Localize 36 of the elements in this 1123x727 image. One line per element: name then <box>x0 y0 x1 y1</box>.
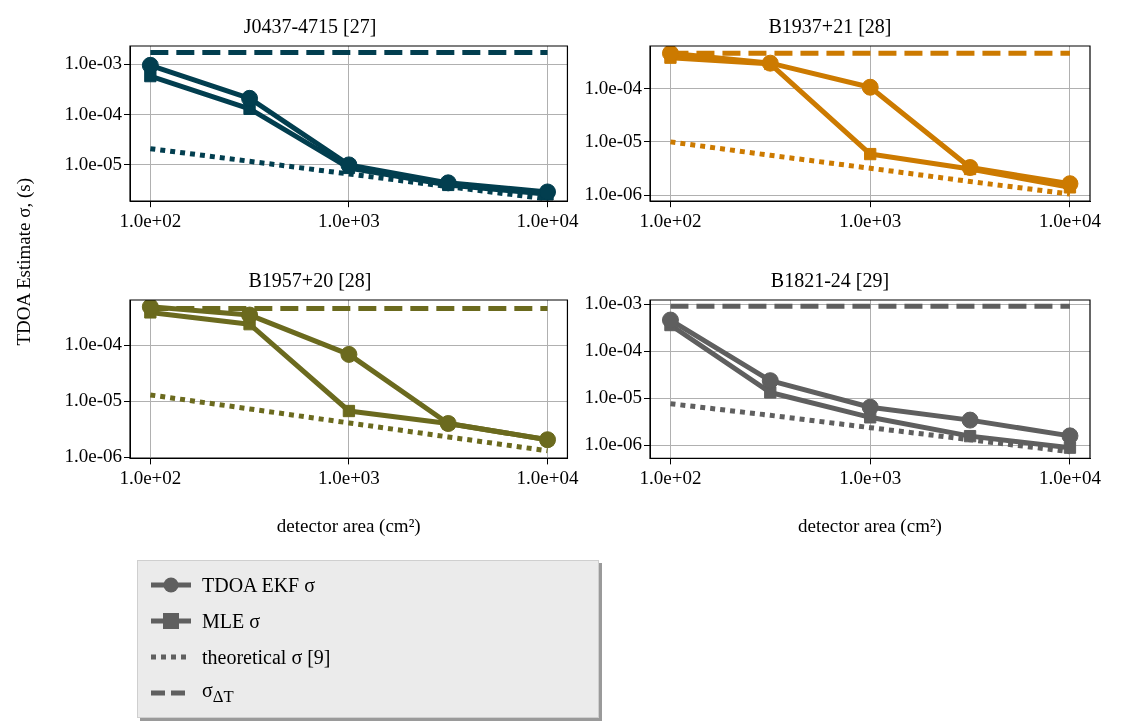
legend-label: σ$_{ΔT}$ <box>202 679 234 707</box>
y-tick-label: 1.0e-03 <box>584 292 642 314</box>
y-tick-label: 1.0e-06 <box>64 445 122 467</box>
x-tick-label: 1.0e+02 <box>639 209 702 231</box>
chart-title: B1957+20 [28] <box>248 269 372 292</box>
x-tick-label: 1.0e+03 <box>317 466 380 488</box>
x-axis-title: detector area (cm²) <box>798 514 942 537</box>
x-tick-label: 1.0e+04 <box>1039 209 1102 231</box>
x-tick-label: 1.0e+03 <box>317 209 380 231</box>
x-tick-label: 1.0e+03 <box>839 209 902 231</box>
legend-label: TDOA EKF σ <box>202 573 316 597</box>
y-tick-label: 1.0e-05 <box>64 389 122 411</box>
y-tick-label: 1.0e-04 <box>64 102 123 124</box>
y-tick-label: 1.0e-05 <box>584 386 642 408</box>
y-tick-label: 1.0e-06 <box>584 183 642 205</box>
y-tick-label: 1.0e-03 <box>64 52 122 74</box>
y-tick-label: 1.0e-05 <box>64 152 122 174</box>
chart-title: B1937+21 [28] <box>768 15 892 38</box>
x-tick-label: 1.0e+02 <box>639 466 702 488</box>
chart-title: J0437-4715 [27] <box>243 15 377 38</box>
chart-title: B1821-24 [29] <box>770 269 890 292</box>
x-tick-label: 1.0e+02 <box>119 466 182 488</box>
y-axis-title: TDOA Estimate σ, (s) <box>13 178 35 346</box>
x-tick-label: 1.0e+04 <box>516 209 579 231</box>
y-tick-label: 1.0e-04 <box>584 76 643 98</box>
y-tick-label: 1.0e-06 <box>584 433 642 455</box>
y-tick-label: 1.0e-04 <box>64 333 123 355</box>
x-tick-label: 1.0e+04 <box>1039 466 1102 488</box>
x-tick-label: 1.0e+04 <box>516 466 579 488</box>
y-tick-label: 1.0e-05 <box>584 129 642 151</box>
legend-label: MLE σ <box>202 609 260 633</box>
y-tick-label: 1.0e-04 <box>584 339 643 361</box>
legend-label: theoretical σ [9] <box>202 645 331 669</box>
x-tick-label: 1.0e+02 <box>119 209 182 231</box>
x-axis-title: detector area (cm²) <box>276 514 421 537</box>
x-tick-label: 1.0e+03 <box>839 466 902 488</box>
